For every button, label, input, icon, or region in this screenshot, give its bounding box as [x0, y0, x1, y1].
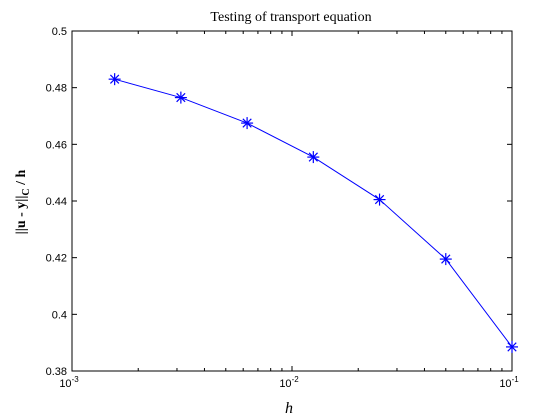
marker-stroke: [441, 254, 451, 264]
data-point-marker: [506, 340, 518, 353]
x-tick-label-exponent: -3: [72, 375, 80, 384]
plot-area: [72, 31, 512, 371]
x-tick-label: 10-2: [279, 375, 299, 390]
x-tick-label-base: 10: [279, 378, 291, 390]
marker-stroke: [507, 342, 517, 352]
data-point-marker: [307, 151, 320, 164]
marker-stroke: [308, 152, 318, 162]
x-axis-label: h: [285, 400, 293, 417]
y-axis-label-suffix: / h: [14, 169, 29, 188]
x-tick-label: 10-1: [499, 375, 519, 390]
x-tick-label-exponent: -1: [512, 375, 520, 384]
y-axis-label-main: ||u - y||: [14, 196, 29, 235]
marker-stroke: [374, 194, 385, 205]
data-point-marker: [439, 253, 452, 266]
x-tick-label-base: 10: [59, 378, 71, 390]
y-tick-label: 0.46: [46, 139, 67, 151]
marker-stroke: [109, 74, 120, 84]
x-tick-label: 10-3: [59, 375, 79, 390]
data-point-marker: [174, 91, 187, 104]
x-tick-label-base: 10: [499, 378, 511, 390]
y-tick-label: 0.38: [46, 366, 67, 378]
y-axis-ticks: 0.38 0.4 0.42 0.44 0.46 0.48 0.5: [46, 26, 512, 378]
y-tick-label: 0.44: [46, 196, 67, 208]
y-axis-label: ||u - y||C / h: [14, 169, 32, 234]
data-point-marker: [241, 117, 254, 130]
y-tick-label: 0.4: [52, 309, 67, 321]
marker-stroke: [242, 118, 252, 128]
marker-stroke: [176, 92, 186, 103]
y-tick-label: 0.42: [46, 253, 67, 265]
data-point-marker: [108, 73, 121, 86]
chart-title: Testing of transport equation: [210, 10, 371, 25]
y-axis-label-subscript: C: [21, 188, 32, 195]
y-tick-label: 0.5: [52, 26, 67, 38]
data-point-marker: [373, 193, 386, 206]
plot-frame: [71, 30, 513, 372]
series-layer: [108, 73, 518, 353]
y-tick-label: 0.48: [46, 83, 67, 95]
x-tick-label-exponent: -2: [292, 375, 300, 384]
